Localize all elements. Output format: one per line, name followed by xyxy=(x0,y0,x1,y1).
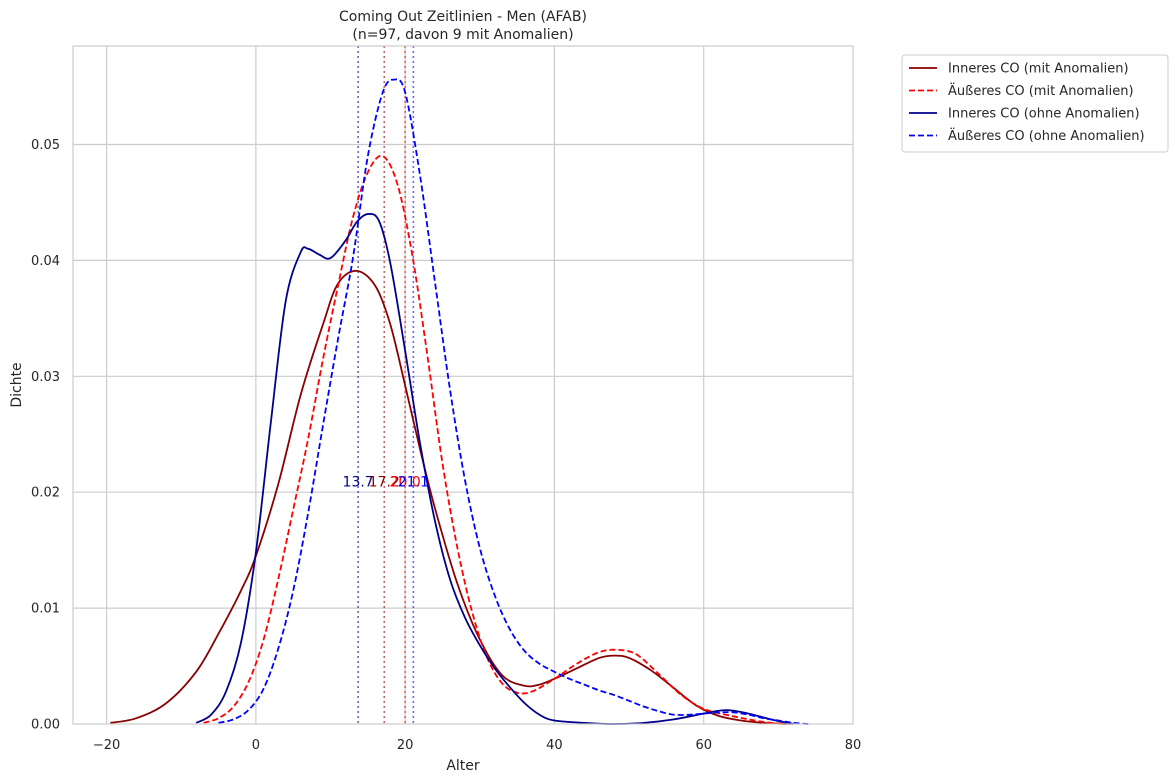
x-axis-ticks: −20 0 20 40 60 80 xyxy=(93,738,861,753)
chart-title: Coming Out Zeitlinien - Men (AFAB) xyxy=(339,9,587,25)
median-labels: 13.717.220.021.1 xyxy=(343,474,429,490)
y-tick-label: 0.05 xyxy=(31,138,60,153)
y-tick-label: 0.04 xyxy=(31,254,60,269)
legend-label-0: Inneres CO (mit Anomalien) xyxy=(948,62,1129,77)
y-tick-label: 0.01 xyxy=(31,602,60,617)
series-line-3 xyxy=(218,78,809,725)
y-tick-label: 0.00 xyxy=(31,718,60,733)
x-tick-label: 40 xyxy=(546,738,563,753)
series-line-0 xyxy=(110,269,786,725)
y-axis-ticks: 0.00 0.01 0.02 0.03 0.04 0.05 xyxy=(31,138,60,732)
median-label-0: 13.7 xyxy=(343,474,374,490)
legend-label-3: Äußeres CO (ohne Anomalien) xyxy=(948,128,1145,144)
y-axis-label: Dichte xyxy=(9,362,25,407)
series-line-2 xyxy=(195,213,794,725)
legend: Inneres CO (mit Anomalien) Äußeres CO (mi… xyxy=(901,54,1169,153)
median-label-3: 21.1 xyxy=(398,474,429,490)
legend-label-2: Inneres CO (ohne Anomalien) xyxy=(948,107,1140,122)
x-axis-label: Alter xyxy=(446,758,480,774)
y-tick-label: 0.03 xyxy=(31,370,60,385)
median-lines xyxy=(357,46,415,724)
x-tick-label: 20 xyxy=(397,738,414,753)
x-tick-label: 80 xyxy=(845,738,862,753)
legend-label-1: Äußeres CO (mit Anomalien) xyxy=(948,83,1134,99)
median-label-2: 20.0 xyxy=(390,474,421,490)
chart-subtitle: (n=97, davon 9 mit Anomalien) xyxy=(352,27,573,43)
x-tick-label: 0 xyxy=(252,738,260,753)
y-tick-label: 0.02 xyxy=(31,486,60,501)
x-tick-label: −20 xyxy=(93,738,120,753)
x-tick-label: 60 xyxy=(695,738,712,753)
median-label-1: 17.2 xyxy=(369,474,400,490)
plot-frame xyxy=(72,45,854,725)
series-line-1 xyxy=(203,154,794,725)
legend-frame xyxy=(901,54,1169,153)
density-curves xyxy=(110,78,809,725)
plot-area xyxy=(73,46,853,724)
